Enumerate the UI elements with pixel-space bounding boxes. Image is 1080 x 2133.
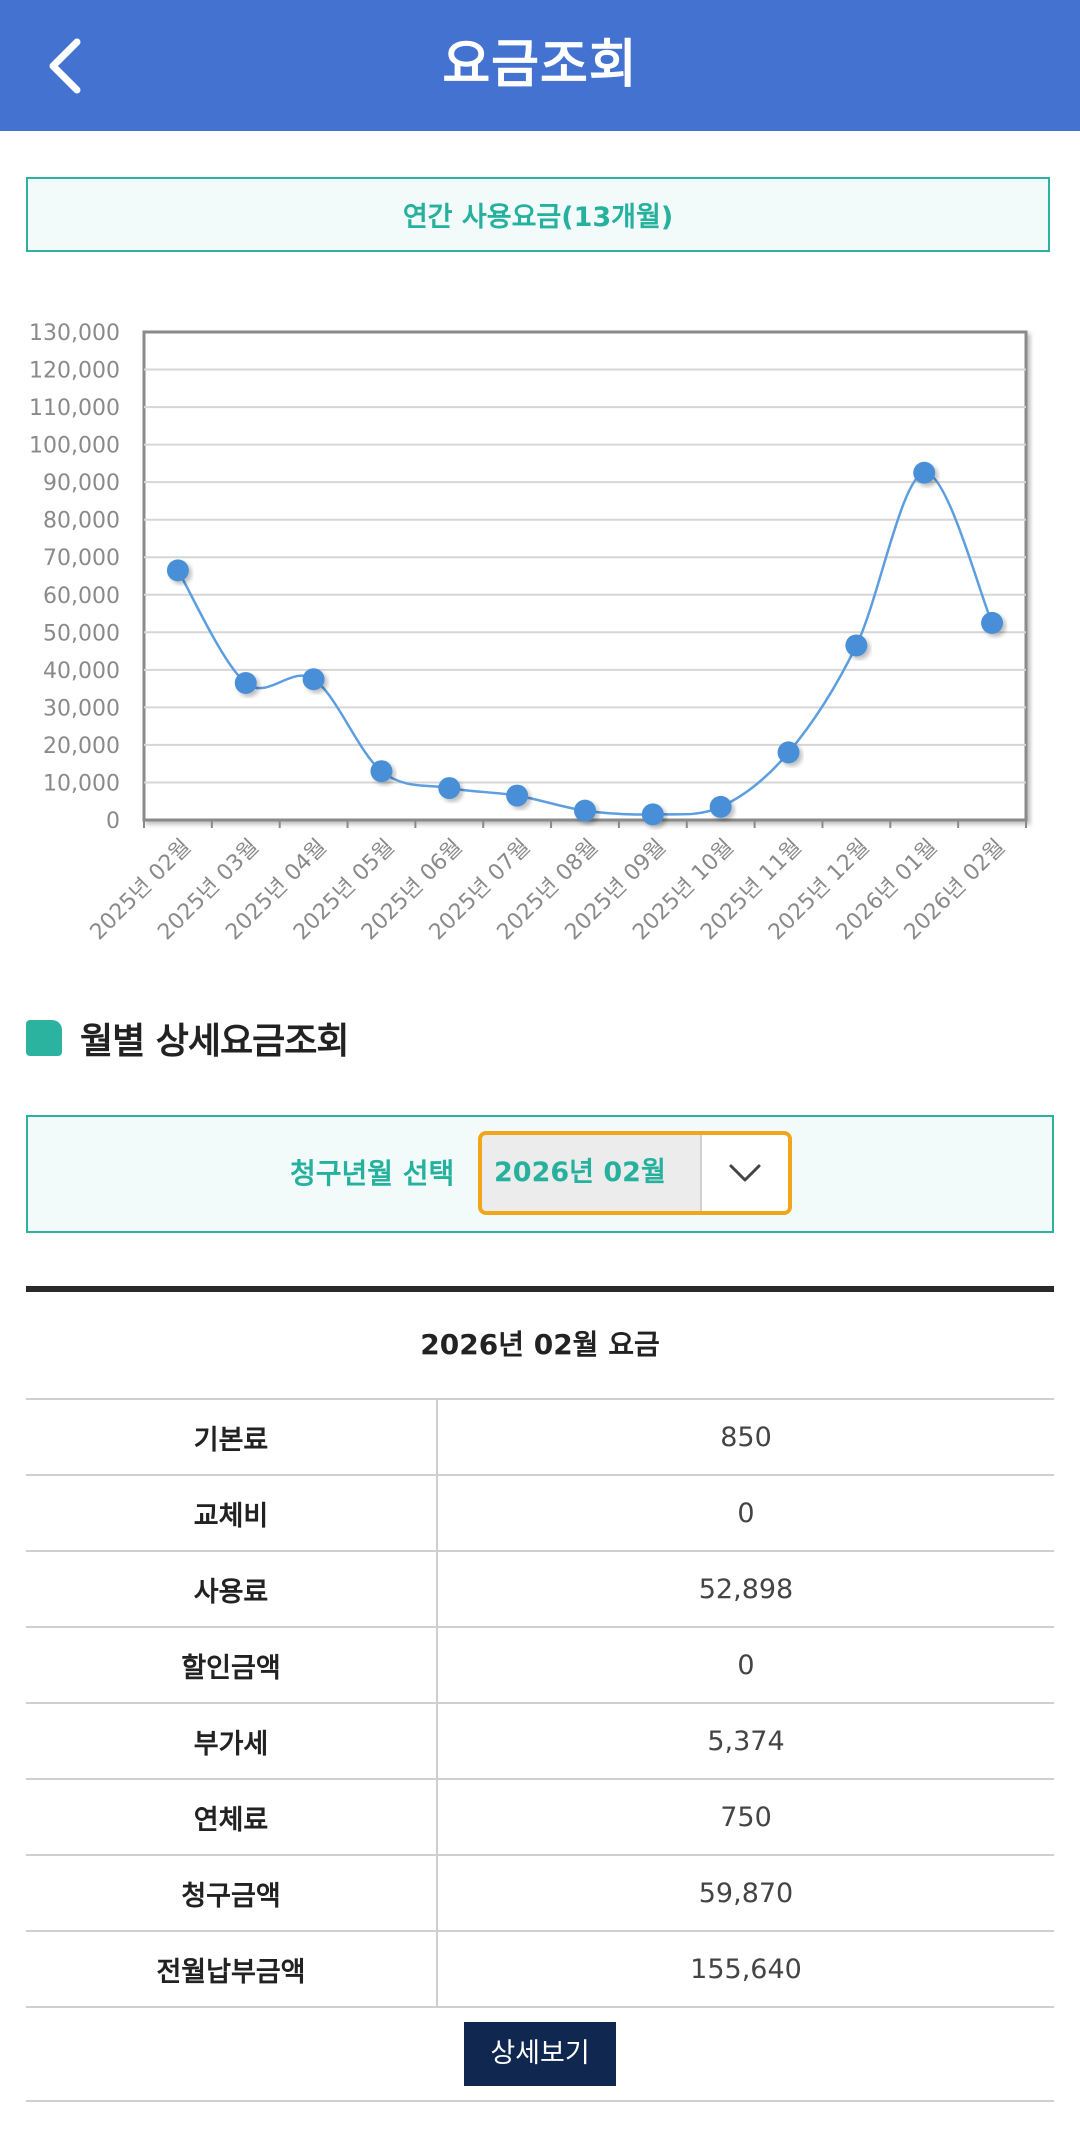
y-tick-label: 70,000 <box>43 546 120 571</box>
y-tick-label: 120,000 <box>29 359 120 384</box>
row-value: 850 <box>720 1421 772 1453</box>
page-title: 요금조회 <box>442 35 638 95</box>
y-tick-label: 60,000 <box>43 584 120 609</box>
row-value: 0 <box>737 1649 755 1681</box>
chevron-left-icon <box>49 38 81 94</box>
chevron-down-icon <box>729 1164 761 1182</box>
y-tick-label: 0 <box>106 809 120 834</box>
data-point <box>574 799 596 822</box>
dropdown-button[interactable] <box>700 1135 788 1211</box>
data-point <box>845 634 868 657</box>
bill-footer: 상세보기 <box>26 2008 1054 2102</box>
annual-usage-chart: 0 10,000 20,000 30,000 40,000 50,000 60,000 70,… <box>0 305 1080 970</box>
row-key: 기본료 <box>26 1400 438 1474</box>
data-point <box>234 671 257 694</box>
row-key: 사용료 <box>26 1552 438 1626</box>
table-row: 연체료 750 <box>26 1780 1054 1856</box>
annual-usage-banner: 연간 사용요금(13개월) <box>26 177 1050 252</box>
data-point <box>709 795 732 818</box>
row-key: 전월납부금액 <box>26 1932 438 2006</box>
table-row: 교체비 0 <box>26 1476 1054 1552</box>
y-tick-label: 50,000 <box>43 621 120 646</box>
row-key: 교체비 <box>26 1476 438 1550</box>
detail-view-button[interactable]: 상세보기 <box>464 2022 616 2086</box>
data-point <box>777 741 800 764</box>
data-point <box>641 803 664 826</box>
billing-month-label: 청구년월 선택 <box>290 1157 455 1190</box>
row-key: 할인금액 <box>26 1628 438 1702</box>
row-key: 부가세 <box>26 1704 438 1778</box>
back-button[interactable] <box>30 28 100 104</box>
data-point <box>506 784 529 807</box>
y-tick-label: 80,000 <box>43 509 120 534</box>
section-title: 월별 상세요금조회 <box>80 1021 349 1062</box>
table-row: 사용료 52,898 <box>26 1552 1054 1628</box>
row-key: 연체료 <box>26 1780 438 1854</box>
data-point <box>166 559 189 582</box>
row-value: 5,374 <box>707 1725 785 1757</box>
y-tick-label: 110,000 <box>29 396 120 421</box>
row-value: 750 <box>720 1801 772 1833</box>
y-tick-label: 100,000 <box>29 434 120 459</box>
y-tick-label: 40,000 <box>43 659 120 684</box>
table-row: 부가세 5,374 <box>26 1704 1054 1780</box>
row-value: 0 <box>737 1497 755 1529</box>
plot-frame <box>142 330 1028 822</box>
y-tick-label: 10,000 <box>43 771 120 796</box>
data-point <box>370 760 393 783</box>
billing-month-selector: 청구년월 선택 2026년 02월 <box>26 1115 1054 1233</box>
table-row: 기본료 850 <box>26 1400 1054 1476</box>
y-tick-label: 20,000 <box>43 734 120 759</box>
table-row: 청구금액 59,870 <box>26 1856 1054 1932</box>
section-header: 월별 상세요금조회 <box>26 1010 349 1066</box>
row-value: 155,640 <box>690 1953 802 1985</box>
row-value: 59,870 <box>698 1877 794 1909</box>
app-header: 요금조회 <box>0 0 1080 131</box>
table-row: 전월납부금액 155,640 <box>26 1932 1054 2008</box>
row-key: 청구금액 <box>26 1856 438 1930</box>
bill-detail-table: 2026년 02월 요금 기본료 850 교체비 0 사용료 52,898 할인… <box>26 1286 1054 2102</box>
data-point <box>438 777 461 800</box>
data-point <box>913 461 936 484</box>
data-point <box>302 668 325 691</box>
y-tick-label: 90,000 <box>43 471 120 496</box>
bill-caption: 2026년 02월 요금 <box>26 1292 1054 1400</box>
section-marker-icon <box>26 1020 62 1056</box>
y-tick-label: 130,000 <box>29 321 120 346</box>
data-point <box>981 611 1004 634</box>
table-row: 할인금액 0 <box>26 1628 1054 1704</box>
billing-month-dropdown[interactable]: 2026년 02월 <box>478 1131 792 1215</box>
line-chart: 0 10,000 20,000 30,000 40,000 50,000 60,000 70,… <box>29 321 1028 945</box>
billing-month-value: 2026년 02월 <box>494 1157 666 1188</box>
row-value: 52,898 <box>698 1573 794 1605</box>
y-tick-label: 30,000 <box>43 696 120 721</box>
annual-usage-label: 연간 사용요금(13개월) <box>402 202 674 233</box>
